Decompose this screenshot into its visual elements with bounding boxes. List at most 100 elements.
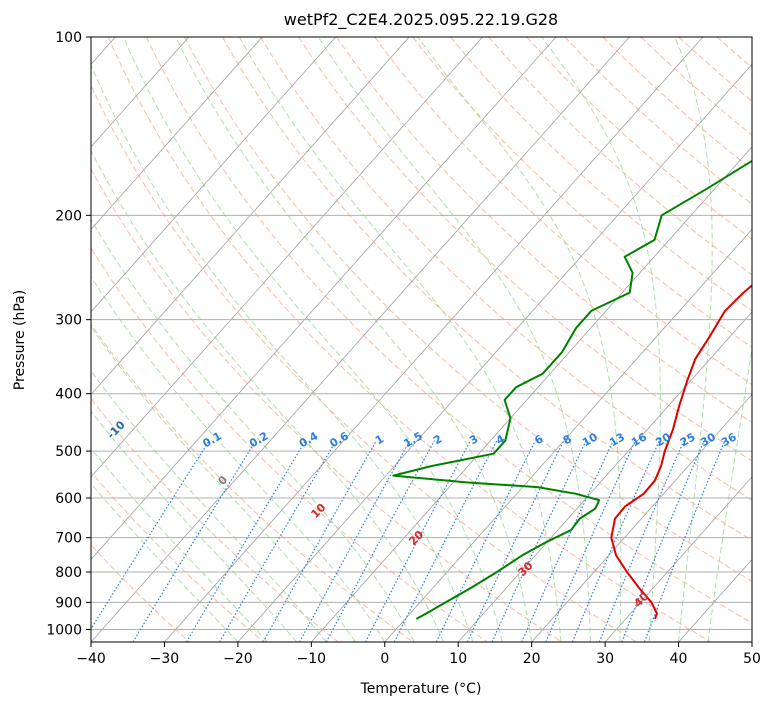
moist-adiabat [238, 37, 562, 642]
mixing-ratio-line [364, 440, 472, 642]
isotherm [91, 37, 336, 313]
moist-adiabat [91, 149, 444, 642]
mixing-ratio-label: 1.5 [401, 429, 424, 450]
y-tick-label: 900 [55, 595, 82, 611]
moist-adiabat [175, 37, 533, 642]
moist-adiabat [674, 37, 713, 642]
mixing-ratio-line [299, 440, 411, 642]
isotherm [531, 393, 752, 642]
mixing-ratio-label: 20 [653, 430, 673, 449]
isotherm [91, 37, 630, 642]
dewpoint-profile [392, 159, 752, 620]
y-tick-label: 200 [55, 208, 82, 224]
y-tick-label: 600 [55, 491, 82, 507]
dry-adiabat [450, 37, 752, 312]
x-tick-label: −30 [150, 651, 180, 667]
x-tick-label: 30 [596, 651, 614, 667]
dry-adiabat [91, 168, 563, 642]
dry-adiabat [602, 37, 752, 170]
isotherm [91, 37, 190, 148]
dry-adiabat-label: -10 [105, 418, 128, 441]
isotherm [678, 558, 752, 642]
mixing-ratio-label: 3 [467, 432, 480, 447]
mixing-ratio-label: 0.6 [328, 429, 352, 450]
mixing-ratio-label: 1 [373, 432, 386, 447]
mixing-ratio-line [571, 440, 660, 642]
dry-adiabat [222, 37, 752, 541]
x-tick-label: 0 [380, 651, 389, 667]
dry-adiabat [107, 37, 712, 642]
isotherm [604, 476, 752, 642]
dry-adiabat [716, 37, 752, 69]
x-tick-label: 10 [449, 651, 467, 667]
dry-adiabat [755, 37, 775, 642]
mixing-ratio-line [393, 440, 498, 642]
mixing-ratio-line [185, 440, 307, 642]
x-tick-label: −40 [76, 651, 106, 667]
y-tick-label: 800 [55, 565, 82, 581]
mixing-ratio-line [262, 440, 377, 642]
y-axis: 100 200 300 400 500 600 700 800 900 1000 [46, 30, 91, 638]
dry-adiabat-label: 10 [308, 501, 328, 521]
dry-adiabat [488, 37, 752, 276]
moist-adiabat [91, 276, 386, 642]
plot-frame [90, 36, 753, 643]
dry-adiabat [412, 37, 752, 349]
mixing-ratio-label: 8 [561, 432, 574, 447]
moist-adiabat [707, 344, 752, 642]
isotherm [384, 228, 752, 642]
mixing-ratio-line [545, 440, 636, 642]
mixing-ratio-label: 10 [580, 430, 600, 449]
dry-adiabat [564, 37, 752, 205]
dry-adiabat [260, 37, 752, 501]
x-tick-label: 20 [523, 651, 541, 667]
mixing-ratio-label: 25 [678, 430, 698, 449]
moist-adiabat [91, 447, 268, 642]
isotherm [164, 37, 704, 642]
moist-adiabat [91, 482, 239, 642]
x-tick-label: −10 [297, 651, 327, 667]
mixing-ratio-line [132, 440, 257, 642]
isotherm [91, 37, 263, 230]
dry-adiabat [91, 84, 637, 642]
moist-adiabat [91, 218, 415, 642]
dry-adiabat [336, 37, 752, 424]
dry-adiabat [526, 37, 752, 240]
moist-adiabat [91, 370, 327, 642]
x-axis: −40 −30 −20 −10 0 10 20 30 40 50 [76, 642, 761, 667]
x-tick-label: 40 [670, 651, 688, 667]
x-tick-label: 50 [743, 651, 761, 667]
moist-adiabat [123, 37, 503, 642]
isotherm [751, 641, 752, 642]
y-tick-label: 300 [55, 313, 82, 329]
dry-adiabat [298, 37, 752, 462]
y-axis-title: Pressure (hPa) [12, 290, 28, 390]
mixing-ratio-label: 6 [532, 432, 545, 447]
isotherm [91, 37, 557, 561]
dry-adiabat [91, 544, 190, 642]
mixing-ratio-line [91, 440, 210, 630]
dry-adiabat [145, 37, 752, 624]
moist-adiabat [91, 63, 474, 642]
dry-adiabat [374, 37, 752, 386]
mixing-ratio-line [598, 440, 685, 642]
x-axis-title: Temperature (°C) [360, 681, 482, 697]
mixing-ratio-label: 0.4 [297, 429, 321, 450]
temperature-profile [610, 284, 752, 620]
moist-adiabat [317, 37, 591, 642]
dry-adiabat [91, 247, 488, 642]
moist-adiabat [417, 37, 622, 642]
y-tick-label: 100 [55, 30, 82, 46]
isotherm [311, 146, 752, 642]
chart-title: wetPf2_C2E4.2025.095.22.19.G28 [284, 10, 558, 30]
plot-area [91, 37, 775, 642]
mixing-ratio-line [491, 440, 587, 642]
mixing-ratio-line [219, 440, 337, 642]
moist-adiabat [91, 325, 356, 642]
isotherm [91, 37, 483, 478]
mixing-ratio-line [325, 440, 436, 642]
mixing-ratio-line [621, 440, 705, 642]
isotherm [91, 37, 410, 396]
dry-adiabat [91, 471, 265, 642]
